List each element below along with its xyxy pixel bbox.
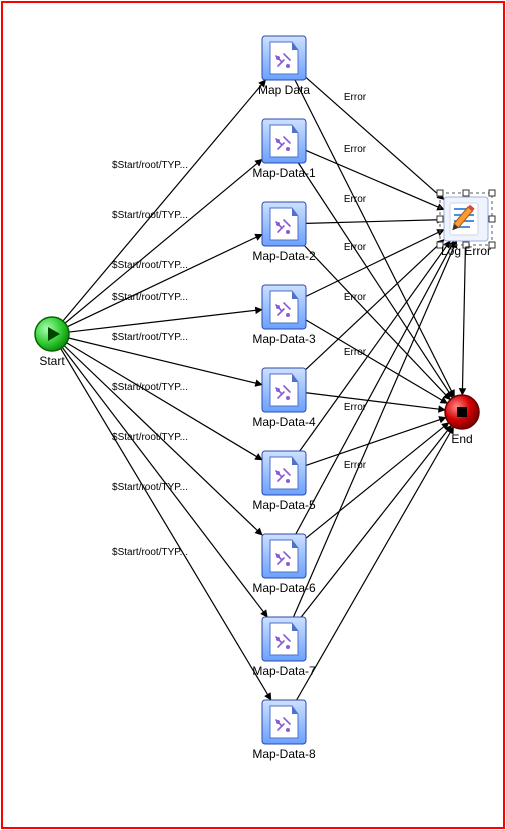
map-icon <box>262 368 306 412</box>
flow-canvas: Map Data Map-Data-1 Map-Data-2 Map-Data-3 Ma… <box>0 0 506 830</box>
node-map8[interactable]: Map-Data-8 <box>252 700 316 761</box>
node-label-map6: Map-Data-6 <box>252 581 316 595</box>
selection-handle[interactable] <box>489 216 495 222</box>
selection-handle[interactable] <box>489 190 495 196</box>
node-label-start: Start <box>39 354 65 368</box>
edge-label-error-map5: Error <box>344 347 367 358</box>
selection-handle[interactable] <box>437 216 443 222</box>
node-label-map0: Map Data <box>258 83 310 97</box>
edge-label-start-map0: $Start/root/TYP... <box>112 160 188 171</box>
selection-handle[interactable] <box>463 190 469 196</box>
node-label-map5: Map-Data-5 <box>252 498 316 512</box>
edge-label-start-map3: $Start/root/TYP... <box>112 292 188 303</box>
edge-label-start-map7: $Start/root/TYP... <box>112 482 188 493</box>
node-label-end: End <box>451 432 472 446</box>
node-label-map7: Map-Data-7 <box>252 664 316 678</box>
node-label-map1: Map-Data-1 <box>252 166 316 180</box>
map-icon <box>262 36 306 80</box>
edge-label-error-map2: Error <box>344 194 367 205</box>
map-icon <box>262 617 306 661</box>
map-icon <box>262 119 306 163</box>
node-start[interactable]: Start <box>35 317 69 368</box>
selection-handle[interactable] <box>437 190 443 196</box>
map-icon <box>262 534 306 578</box>
edge-label-start-map1: $Start/root/TYP... <box>112 210 188 221</box>
node-label-map8: Map-Data-8 <box>252 747 316 761</box>
edge-label-error-map1: Error <box>344 144 367 155</box>
node-label-log: Log Error <box>441 244 491 258</box>
edge-label-start-map2: $Start/root/TYP... <box>112 260 188 271</box>
edge-label-start-map5: $Start/root/TYP... <box>112 382 188 393</box>
map-icon <box>262 700 306 744</box>
map-icon <box>262 451 306 495</box>
node-label-map3: Map-Data-3 <box>252 332 316 346</box>
edge-label-start-map6: $Start/root/TYP... <box>112 432 188 443</box>
map-icon <box>262 285 306 329</box>
node-label-map2: Map-Data-2 <box>252 249 316 263</box>
edge-label-start-map4: $Start/root/TYP... <box>112 332 188 343</box>
stop-icon <box>457 407 467 417</box>
node-map4[interactable]: Map-Data-4 <box>252 368 316 429</box>
node-log-error[interactable]: Log Error <box>437 190 495 258</box>
edge-label-error-map3: Error <box>344 242 367 253</box>
map-icon <box>262 202 306 246</box>
node-map0[interactable]: Map Data <box>258 36 310 97</box>
edge-label-error-map0: Error <box>344 92 367 103</box>
node-map6[interactable]: Map-Data-6 <box>252 534 316 595</box>
node-map3[interactable]: Map-Data-3 <box>252 285 316 346</box>
node-map7[interactable]: Map-Data-7 <box>252 617 316 678</box>
edge-label-error-map4: Error <box>344 292 367 303</box>
edge-label-error-map7: Error <box>344 460 367 471</box>
edge-label-start-map8: $Start/root/TYP... <box>112 547 188 558</box>
edge-label-error-map6: Error <box>344 402 367 413</box>
node-map1[interactable]: Map-Data-1 <box>252 119 316 180</box>
node-label-map4: Map-Data-4 <box>252 415 316 429</box>
node-map2[interactable]: Map-Data-2 <box>252 202 316 263</box>
log-icon <box>444 197 488 241</box>
node-map5[interactable]: Map-Data-5 <box>252 451 316 512</box>
